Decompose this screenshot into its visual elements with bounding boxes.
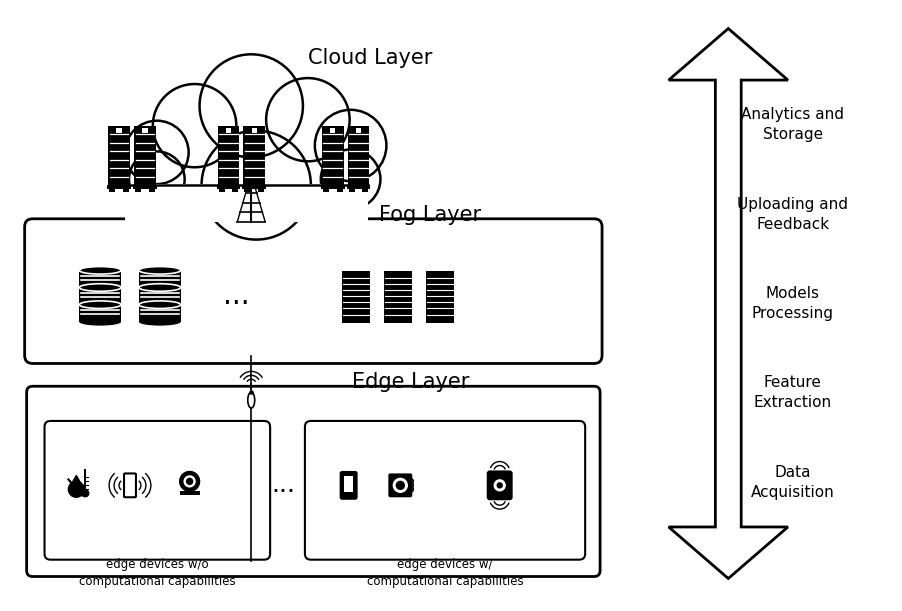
Bar	[79, 270, 121, 288]
Bar	[321, 126, 343, 185]
Text: ...: ...	[223, 282, 249, 310]
Circle shape	[184, 476, 195, 487]
Text: Uploading and
Feedback: Uploading and Feedback	[737, 197, 848, 232]
FancyBboxPatch shape	[340, 472, 356, 499]
Bar	[346, 185, 370, 189]
Circle shape	[396, 481, 404, 489]
Bar	[341, 321, 369, 323]
Circle shape	[152, 84, 236, 167]
Bar	[218, 189, 225, 192]
Bar	[258, 189, 263, 192]
Bar	[347, 126, 369, 185]
Bar	[355, 128, 361, 133]
Circle shape	[497, 483, 502, 488]
Text: Edge Layer: Edge Layer	[351, 372, 468, 392]
Bar	[133, 185, 157, 189]
Bar	[84, 469, 87, 491]
Text: Feature
Extraction: Feature Extraction	[753, 376, 831, 411]
Bar	[108, 126, 130, 185]
Circle shape	[129, 152, 184, 207]
FancyBboxPatch shape	[487, 472, 511, 499]
Bar	[426, 271, 454, 321]
Bar	[149, 189, 154, 192]
Bar	[226, 128, 231, 133]
Circle shape	[187, 478, 192, 485]
Text: edge devices w/o
computational capabilities: edge devices w/o computational capabilit…	[78, 558, 235, 588]
Bar	[109, 189, 115, 192]
Circle shape	[201, 131, 310, 240]
Bar	[329, 128, 335, 133]
Bar	[426, 321, 454, 323]
Bar	[341, 271, 369, 321]
Bar	[189, 481, 190, 491]
Bar	[133, 126, 155, 185]
Bar	[139, 270, 180, 288]
Bar	[242, 185, 266, 189]
Circle shape	[393, 478, 407, 492]
FancyBboxPatch shape	[389, 475, 410, 496]
Text: Models
Processing: Models Processing	[751, 286, 833, 321]
Ellipse shape	[79, 266, 121, 274]
Bar	[252, 128, 257, 133]
Circle shape	[124, 121, 189, 184]
Bar	[124, 184, 367, 222]
Polygon shape	[667, 29, 787, 579]
Bar	[135, 189, 141, 192]
FancyBboxPatch shape	[24, 219, 602, 364]
Bar	[124, 169, 367, 209]
Bar	[139, 305, 180, 322]
Bar	[336, 189, 342, 192]
Text: Analytics and
Storage: Analytics and Storage	[741, 108, 843, 142]
FancyBboxPatch shape	[26, 386, 600, 577]
FancyBboxPatch shape	[305, 421, 584, 560]
Polygon shape	[69, 475, 84, 489]
Bar	[123, 189, 129, 192]
Bar	[244, 126, 265, 185]
Text: Data
Acquisition: Data Acquisition	[750, 465, 833, 500]
Bar	[323, 189, 328, 192]
Ellipse shape	[79, 318, 121, 326]
Bar	[320, 185, 345, 189]
Circle shape	[320, 150, 380, 209]
Bar	[142, 128, 147, 133]
Bar	[139, 288, 180, 305]
Text: Fog Layer: Fog Layer	[379, 205, 481, 225]
Bar	[348, 189, 354, 192]
Ellipse shape	[139, 318, 180, 326]
Bar	[179, 491, 199, 496]
Circle shape	[493, 480, 504, 491]
Bar	[344, 477, 353, 492]
Bar	[107, 185, 131, 189]
Text: edge devices w/
computational capabilities: edge devices w/ computational capabiliti…	[366, 558, 523, 588]
Bar	[116, 128, 122, 133]
Circle shape	[69, 481, 84, 497]
Bar	[244, 189, 250, 192]
Bar	[216, 185, 240, 189]
Circle shape	[315, 110, 386, 181]
Text: ...: ...	[271, 474, 295, 497]
Bar	[232, 189, 238, 192]
Bar	[384, 321, 412, 323]
Circle shape	[82, 490, 88, 497]
Bar	[217, 126, 239, 185]
Ellipse shape	[139, 266, 180, 274]
Bar	[79, 288, 121, 305]
Circle shape	[266, 78, 349, 161]
Bar	[362, 189, 368, 192]
Circle shape	[179, 472, 199, 491]
Ellipse shape	[247, 392, 254, 408]
FancyBboxPatch shape	[124, 474, 136, 497]
Text: Cloud Layer: Cloud Layer	[308, 48, 432, 68]
FancyBboxPatch shape	[44, 421, 270, 560]
Circle shape	[199, 54, 302, 158]
Bar	[384, 271, 412, 321]
Bar	[79, 305, 121, 322]
